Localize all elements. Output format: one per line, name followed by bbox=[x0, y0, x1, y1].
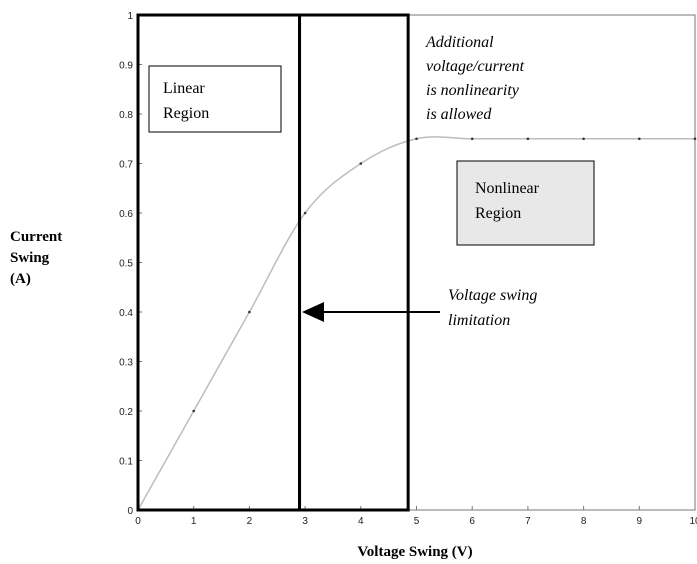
y-tick-label: 0.6 bbox=[119, 209, 133, 220]
voltage-limit-annotation: Voltage swing limitation bbox=[302, 287, 537, 329]
x-tick-label: 5 bbox=[414, 516, 420, 527]
voltage-limit-arrowhead bbox=[302, 302, 324, 322]
y-tick-label: 0.5 bbox=[119, 259, 133, 270]
x-tick-label: 1 bbox=[191, 516, 197, 527]
nonlinear-region-label-line1: Nonlinear bbox=[475, 180, 540, 197]
data-point bbox=[192, 409, 195, 413]
y-axis-title-line1: Current bbox=[10, 229, 62, 245]
data-point bbox=[415, 137, 418, 141]
data-point bbox=[470, 137, 474, 141]
linear-region-label-line2: Region bbox=[163, 105, 209, 122]
additional-note-line1: Additional bbox=[425, 34, 494, 51]
data-point bbox=[248, 310, 251, 314]
x-tick-label: 9 bbox=[637, 516, 643, 527]
y-axis-title-line2: Swing bbox=[10, 250, 50, 266]
x-tick-label: 6 bbox=[469, 516, 475, 527]
x-tick-label: 0 bbox=[135, 516, 141, 527]
y-tick-label: 0.4 bbox=[119, 308, 133, 319]
additional-note-line3: is nonlinearity bbox=[426, 82, 520, 99]
x-tick-label: 4 bbox=[358, 516, 364, 527]
nonlinear-region-annotation: Nonlinear Region bbox=[456, 160, 595, 246]
additional-note-backdrop bbox=[418, 28, 558, 132]
y-tick-label: 0.9 bbox=[119, 61, 133, 72]
y-tick-label: 0.7 bbox=[119, 160, 133, 171]
x-tick-label: 10 bbox=[689, 516, 697, 527]
data-point bbox=[693, 137, 697, 141]
data-series bbox=[136, 136, 697, 512]
data-point bbox=[582, 137, 585, 141]
x-axis-title: Voltage Swing (V) bbox=[357, 544, 472, 560]
nonlinear-region-box bbox=[456, 160, 595, 246]
data-point bbox=[303, 211, 307, 215]
voltage-limit-label-line1: Voltage swing bbox=[448, 287, 537, 304]
y-tick-label: 0.8 bbox=[119, 110, 133, 121]
additional-note-line2: voltage/current bbox=[426, 58, 525, 75]
x-tick-label: 2 bbox=[247, 516, 253, 527]
x-tick-label: 8 bbox=[581, 516, 587, 527]
y-tick-label: 0.2 bbox=[119, 407, 133, 418]
voltage-limit-label-line2: limitation bbox=[448, 312, 510, 329]
series-line bbox=[137, 136, 695, 511]
x-tick-label: 3 bbox=[302, 516, 308, 527]
linear-region-box bbox=[148, 65, 282, 133]
data-point bbox=[526, 137, 530, 141]
data-point bbox=[638, 137, 641, 141]
y-tick-label: 0.1 bbox=[119, 457, 133, 468]
data-point bbox=[359, 162, 363, 165]
additional-note-line4: is allowed bbox=[426, 106, 492, 123]
nonlinear-region-label-line2: Region bbox=[475, 205, 521, 222]
region-boxes bbox=[136, 13, 410, 512]
x-tick-label: 7 bbox=[525, 516, 531, 527]
region-box bbox=[298, 13, 410, 512]
additional-note-annotation: Additional voltage/current is nonlineari… bbox=[418, 28, 558, 132]
linear-region-annotation: Linear Region bbox=[148, 65, 282, 133]
linear-region-label-line1: Linear bbox=[163, 80, 205, 97]
y-tick-label: 1 bbox=[127, 11, 133, 22]
y-axis-title-line3: (A) bbox=[10, 271, 31, 287]
y-tick-label: 0.3 bbox=[119, 358, 133, 369]
y-tick-label: 0 bbox=[127, 506, 133, 517]
